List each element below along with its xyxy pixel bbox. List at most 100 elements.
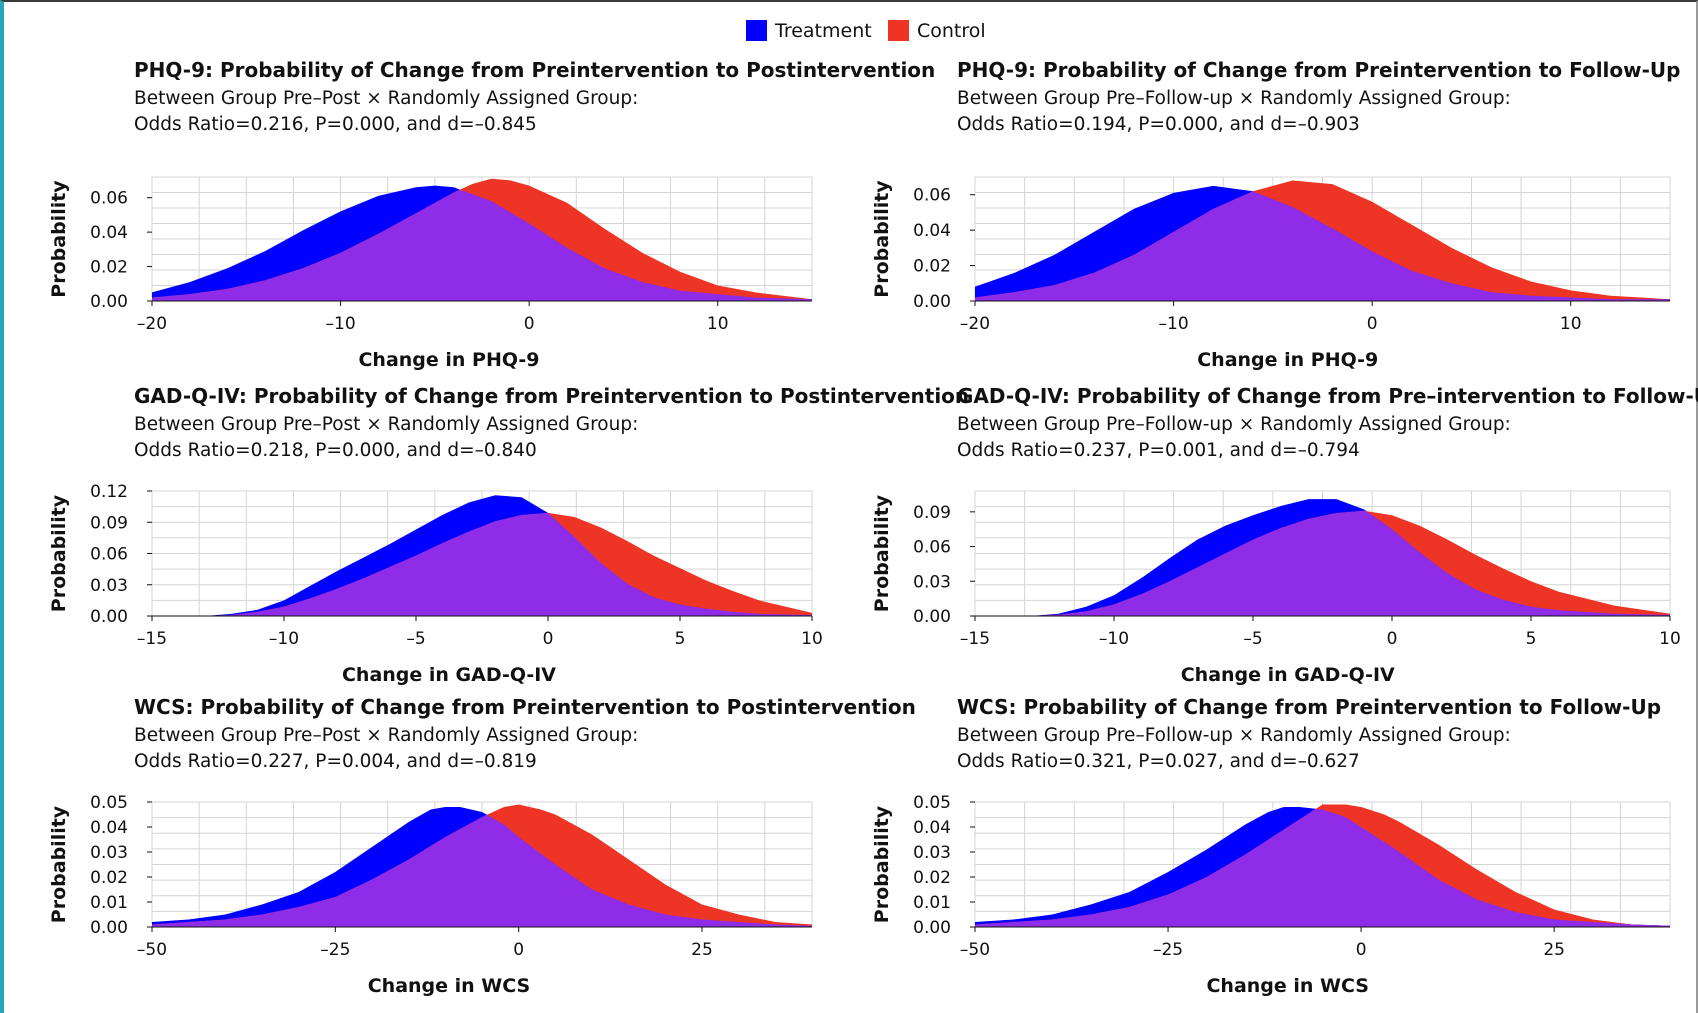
chart-panel-4: GAD-Q-IV: Probability of Change from Pre… (871, 384, 1698, 686)
y-tick-label: 0.03 (90, 576, 128, 596)
chart-panel-5: WCS: Probability of Change from Preinter… (48, 695, 916, 997)
x-tick-label: 0 (1367, 314, 1378, 334)
y-tick-label: 0.06 (90, 189, 128, 209)
y-tick-label: 0.04 (90, 818, 128, 838)
chart-subtitle-line1: Between Group Pre–Post × Randomly Assign… (134, 725, 638, 746)
legend-control-swatch (888, 20, 909, 41)
y-axis-title: Probability (48, 805, 70, 923)
x-tick-label: 25 (1543, 940, 1565, 960)
chart-subtitle-line1: Between Group Pre–Follow-up × Randomly A… (957, 414, 1511, 435)
x-tick-label: –10 (269, 629, 299, 649)
chart-title: WCS: Probability of Change from Preinter… (957, 695, 1661, 719)
y-tick-label: 0.00 (90, 918, 128, 938)
chart-subtitle-line1: Between Group Pre–Follow-up × Randomly A… (957, 88, 1511, 109)
y-tick-label: 0.00 (90, 292, 128, 312)
legend-control-label: Control (917, 20, 986, 42)
y-axis-title: Probability (48, 494, 70, 612)
chart-subtitle-line1: Between Group Pre–Post × Randomly Assign… (134, 414, 638, 435)
y-tick-label: 0.05 (90, 793, 128, 813)
y-tick-label: 0.02 (90, 868, 128, 888)
chart-subtitle-line2: Odds Ratio=0.194, P=0.000, and d=–0.903 (957, 114, 1360, 135)
y-tick-label: 0.00 (913, 918, 951, 938)
x-tick-label: 5 (1526, 629, 1537, 649)
y-axis-title: Probability (871, 805, 893, 923)
y-tick-label: 0.09 (913, 503, 951, 523)
overlap-area (975, 809, 1670, 927)
chart-panel-3: GAD-Q-IV: Probability of Change from Pre… (48, 384, 969, 686)
x-tick-label: 0 (1387, 629, 1398, 649)
y-tick-label: 0.03 (913, 572, 951, 592)
chart-subtitle-line2: Odds Ratio=0.237, P=0.001, and d=–0.794 (957, 440, 1360, 461)
x-tick-label: –50 (137, 940, 167, 960)
y-tick-label: 0.06 (913, 538, 951, 558)
y-tick-label: 0.03 (913, 843, 951, 863)
overlap-area (152, 190, 812, 301)
x-tick-label: –5 (1243, 629, 1262, 649)
y-tick-label: 0.01 (913, 893, 951, 913)
x-tick-label: 10 (1659, 629, 1681, 649)
chart-panel-2: PHQ-9: Probability of Change from Preint… (871, 58, 1680, 371)
x-tick-label: –15 (137, 629, 167, 649)
y-tick-label: 0.09 (90, 513, 128, 533)
chart-subtitle-line2: Odds Ratio=0.227, P=0.004, and d=–0.819 (134, 751, 537, 772)
legend: Treatment Control (746, 20, 986, 42)
overlap-area (1030, 510, 1670, 616)
x-tick-label: 0 (513, 940, 524, 960)
chart-title: WCS: Probability of Change from Preinter… (134, 695, 916, 719)
x-tick-label: –25 (320, 940, 350, 960)
overlap-area (204, 512, 813, 616)
overlap-area (152, 814, 812, 927)
y-tick-label: 0.12 (90, 482, 128, 502)
chart-panel-1: PHQ-9: Probability of Change from Preint… (48, 58, 935, 371)
chart-subtitle-line1: Between Group Pre–Follow-up × Randomly A… (957, 725, 1511, 746)
x-tick-label: 10 (707, 314, 729, 334)
chart-panel-6: WCS: Probability of Change from Preinter… (871, 695, 1671, 997)
y-axis-title: Probability (871, 180, 893, 298)
legend-treatment-swatch (746, 20, 767, 41)
y-tick-label: 0.02 (913, 257, 951, 277)
y-tick-label: 0.04 (913, 221, 951, 241)
x-tick-label: 25 (691, 940, 713, 960)
chart-panels: PHQ-9: Probability of Change from Preint… (48, 58, 1698, 997)
x-axis-title: Change in WCS (368, 975, 531, 997)
x-tick-label: –15 (960, 629, 990, 649)
y-tick-label: 0.04 (913, 818, 951, 838)
chart-subtitle-line2: Odds Ratio=0.321, P=0.027, and d=–0.627 (957, 751, 1360, 772)
x-tick-label: –10 (326, 314, 356, 334)
x-axis-title: Change in PHQ-9 (1197, 349, 1378, 371)
x-tick-label: –5 (406, 629, 425, 649)
y-tick-label: 0.04 (90, 223, 128, 243)
x-axis-title: Change in WCS (1206, 975, 1369, 997)
x-tick-label: –50 (960, 940, 990, 960)
x-tick-label: 0 (543, 629, 554, 649)
overlap-area (975, 191, 1670, 301)
y-axis-title: Probability (48, 180, 70, 298)
x-tick-label: –10 (1099, 629, 1129, 649)
chart-title: PHQ-9: Probability of Change from Preint… (957, 58, 1680, 82)
x-tick-label: –20 (137, 314, 167, 334)
y-tick-label: 0.01 (90, 893, 128, 913)
y-tick-label: 0.05 (913, 793, 951, 813)
x-tick-label: –20 (960, 314, 990, 334)
x-tick-label: –10 (1159, 314, 1189, 334)
y-tick-label: 0.00 (913, 292, 951, 312)
x-tick-label: 0 (524, 314, 535, 334)
y-tick-label: 0.03 (90, 843, 128, 863)
x-tick-label: 10 (1560, 314, 1582, 334)
y-tick-label: 0.02 (913, 868, 951, 888)
chart-subtitle-line2: Odds Ratio=0.218, P=0.000, and d=–0.840 (134, 440, 537, 461)
chart-title: GAD-Q-IV: Probability of Change from Pre… (134, 384, 969, 408)
y-tick-label: 0.06 (90, 545, 128, 565)
y-tick-label: 0.00 (913, 607, 951, 627)
x-tick-label: –25 (1153, 940, 1183, 960)
x-axis-title: Change in PHQ-9 (358, 349, 539, 371)
y-tick-label: 0.02 (90, 258, 128, 278)
x-axis-title: Change in GAD-Q-IV (1181, 664, 1395, 686)
x-axis-title: Change in GAD-Q-IV (342, 664, 556, 686)
y-tick-label: 0.06 (913, 186, 951, 206)
chart-subtitle-line1: Between Group Pre–Post × Randomly Assign… (134, 88, 638, 109)
chart-title: GAD-Q-IV: Probability of Change from Pre… (957, 384, 1698, 408)
chart-subtitle-line2: Odds Ratio=0.216, P=0.000, and d=–0.845 (134, 114, 537, 135)
